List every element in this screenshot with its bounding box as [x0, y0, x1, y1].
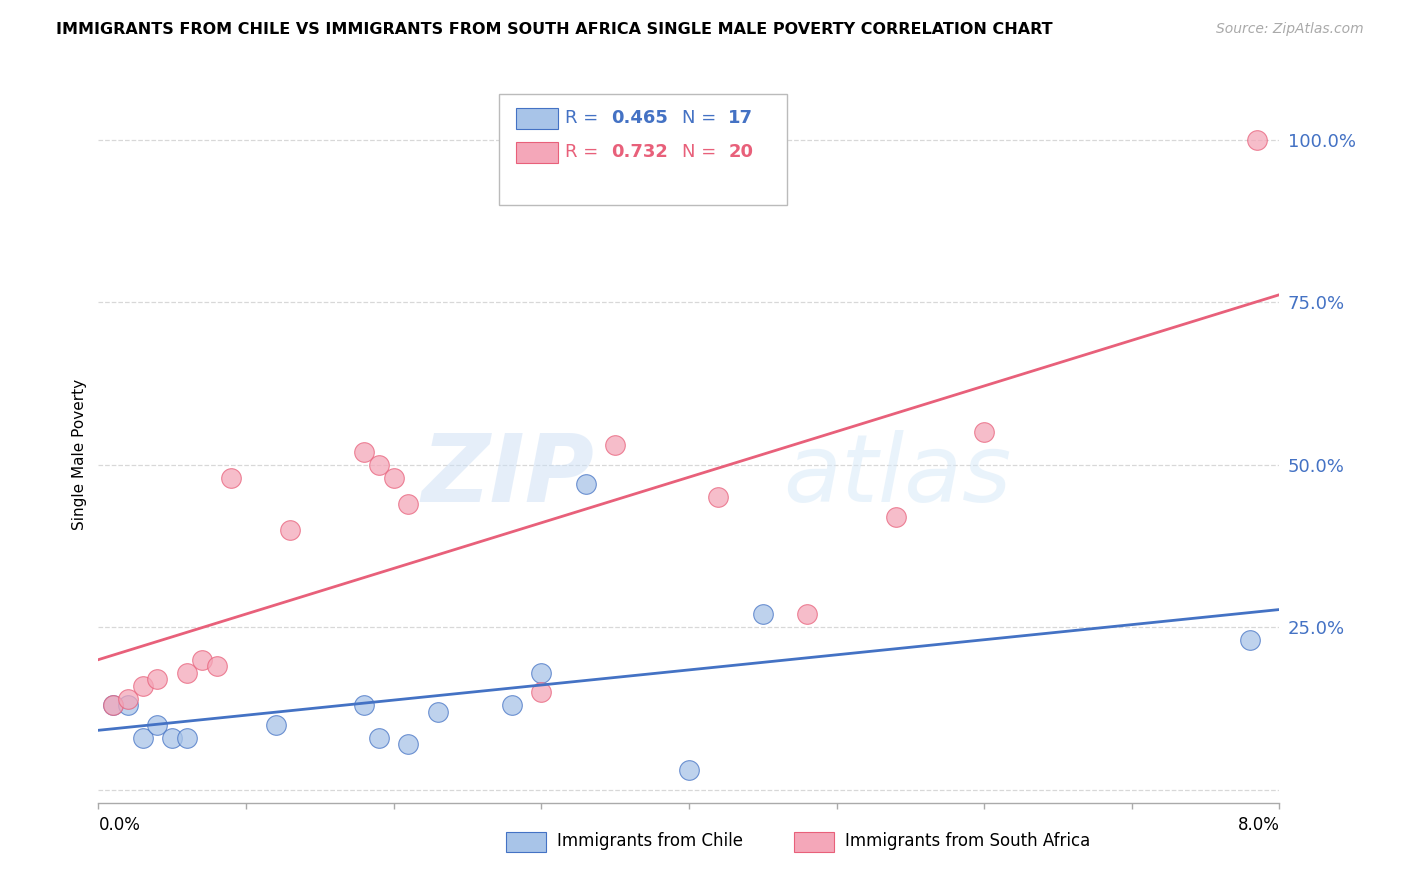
- Point: [353, 444, 375, 458]
- Text: Source: ZipAtlas.com: Source: ZipAtlas.com: [1216, 22, 1364, 37]
- Point: [205, 659, 228, 673]
- Point: [973, 425, 995, 439]
- Text: atlas: atlas: [783, 430, 1012, 521]
- Point: [278, 523, 302, 537]
- Point: [176, 731, 198, 745]
- Text: IMMIGRANTS FROM CHILE VS IMMIGRANTS FROM SOUTH AFRICA SINGLE MALE POVERTY CORREL: IMMIGRANTS FROM CHILE VS IMMIGRANTS FROM…: [56, 22, 1053, 37]
- Point: [1239, 633, 1261, 648]
- Point: [707, 490, 730, 504]
- Point: [146, 718, 169, 732]
- Text: R =: R =: [565, 109, 605, 127]
- Point: [132, 731, 155, 745]
- Text: Immigrants from South Africa: Immigrants from South Africa: [845, 832, 1090, 850]
- Point: [605, 438, 627, 452]
- Point: [396, 497, 419, 511]
- Text: 20: 20: [728, 143, 754, 161]
- Point: [501, 698, 523, 713]
- Point: [884, 509, 907, 524]
- Point: [574, 477, 596, 491]
- Text: 0.732: 0.732: [612, 143, 668, 161]
- Point: [1246, 132, 1268, 146]
- Point: [103, 698, 125, 713]
- Point: [396, 737, 419, 751]
- Text: Immigrants from Chile: Immigrants from Chile: [557, 832, 742, 850]
- Point: [132, 679, 155, 693]
- Text: 0.0%: 0.0%: [98, 816, 141, 834]
- Point: [117, 698, 139, 713]
- Y-axis label: Single Male Poverty: Single Male Poverty: [72, 379, 87, 531]
- Point: [264, 718, 287, 732]
- Point: [176, 665, 198, 680]
- Point: [367, 731, 389, 745]
- Point: [530, 665, 553, 680]
- Point: [678, 764, 700, 778]
- Point: [191, 653, 214, 667]
- Text: 17: 17: [728, 109, 754, 127]
- Point: [382, 471, 405, 485]
- Point: [219, 471, 242, 485]
- Text: 8.0%: 8.0%: [1237, 816, 1279, 834]
- Point: [117, 691, 139, 706]
- Text: N =: N =: [682, 109, 721, 127]
- Text: N =: N =: [682, 143, 721, 161]
- Point: [796, 607, 818, 622]
- Point: [751, 607, 773, 622]
- Point: [162, 731, 183, 745]
- Text: R =: R =: [565, 143, 605, 161]
- Point: [353, 698, 375, 713]
- Point: [146, 672, 169, 686]
- Point: [530, 685, 553, 699]
- Point: [103, 698, 125, 713]
- Text: ZIP: ZIP: [422, 430, 595, 522]
- Point: [426, 705, 449, 719]
- Point: [367, 458, 389, 472]
- Text: 0.465: 0.465: [612, 109, 668, 127]
